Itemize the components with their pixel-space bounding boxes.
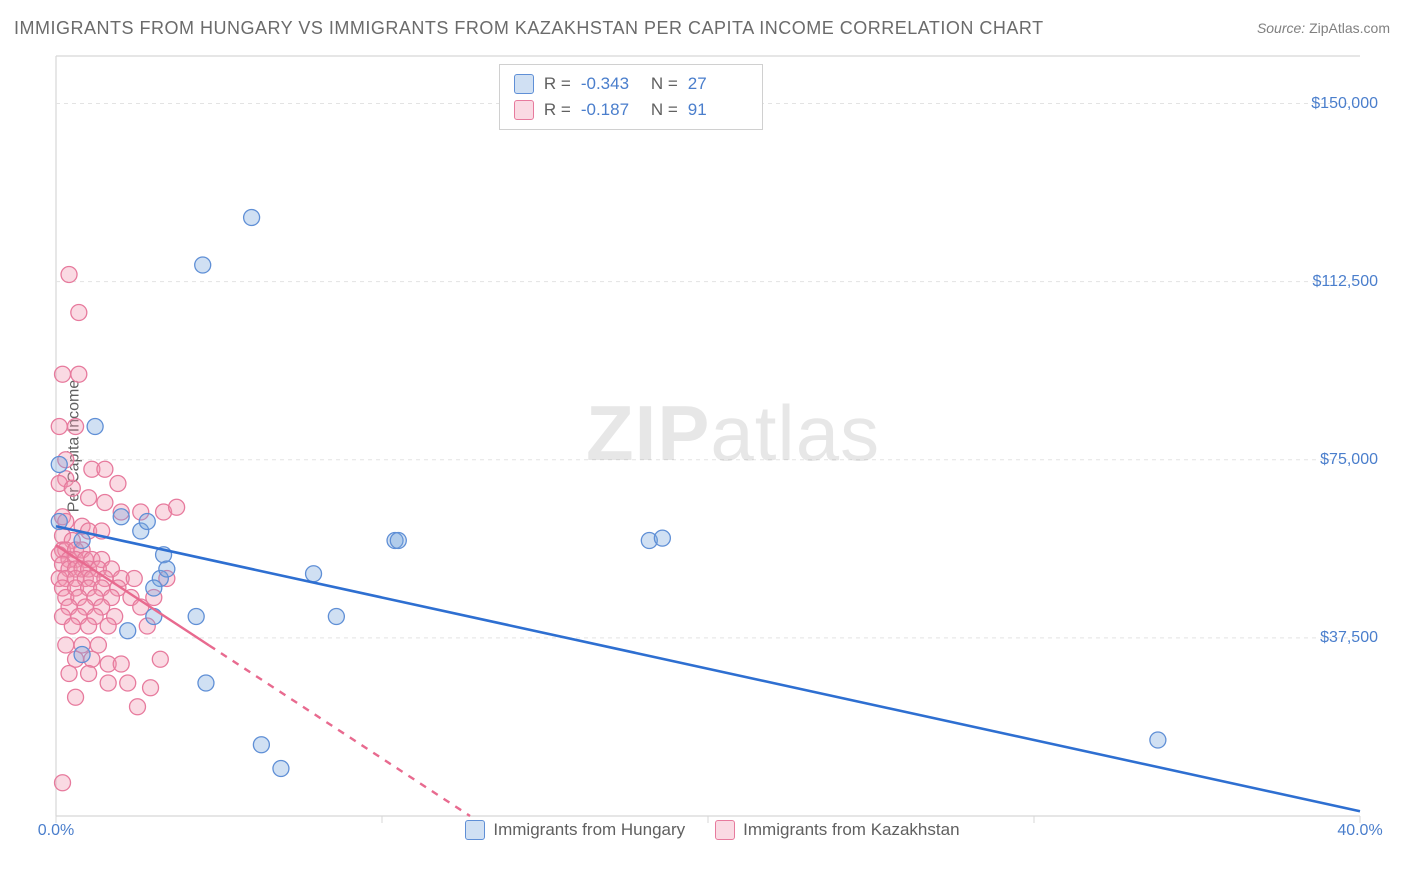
scatter-point-kazakhstan: [143, 680, 159, 696]
scatter-point-kazakhstan: [130, 699, 146, 715]
scatter-point-hungary: [654, 530, 670, 546]
scatter-point-kazakhstan: [64, 618, 80, 634]
scatter-point-hungary: [306, 566, 322, 582]
scatter-point-hungary: [74, 533, 90, 549]
scatter-point-kazakhstan: [61, 666, 77, 682]
x-tick-label: 0.0%: [38, 822, 74, 840]
scatter-point-hungary: [51, 457, 67, 473]
stat-n-label: N =: [651, 71, 678, 97]
scatter-point-kazakhstan: [71, 366, 87, 382]
scatter-point-kazakhstan: [90, 637, 106, 653]
stat-r-value: -0.187: [581, 97, 641, 123]
chart-title: IMMIGRANTS FROM HUNGARY VS IMMIGRANTS FR…: [14, 18, 1044, 39]
stat-n-value: 27: [688, 71, 748, 97]
scatter-point-kazakhstan: [68, 689, 84, 705]
stat-n-value: 91: [688, 97, 748, 123]
chart-svg: [50, 56, 1390, 846]
legend-swatch-kazakhstan: [514, 100, 534, 120]
scatter-point-kazakhstan: [55, 775, 71, 791]
scatter-point-kazakhstan: [81, 618, 97, 634]
bottom-legend-label-hungary: Immigrants from Hungary: [493, 820, 685, 840]
scatter-point-hungary: [146, 609, 162, 625]
scatter-point-hungary: [139, 514, 155, 530]
scatter-point-kazakhstan: [120, 675, 136, 691]
y-tick-label: $75,000: [1320, 451, 1378, 469]
scatter-point-kazakhstan: [81, 666, 97, 682]
scatter-point-kazakhstan: [97, 495, 113, 511]
correlation-stats-box: R = -0.343 N = 27 R = -0.187 N = 91: [499, 64, 763, 130]
stat-n-label: N =: [651, 97, 678, 123]
stats-row-kazakhstan: R = -0.187 N = 91: [514, 97, 748, 123]
scatter-point-kazakhstan: [113, 656, 129, 672]
source-attribution: Source: ZipAtlas.com: [1257, 20, 1390, 36]
scatter-point-hungary: [253, 737, 269, 753]
source-value: ZipAtlas.com: [1309, 20, 1390, 36]
scatter-point-hungary: [1150, 732, 1166, 748]
scatter-point-kazakhstan: [51, 419, 67, 435]
stat-r-value: -0.343: [581, 71, 641, 97]
scatter-point-hungary: [120, 623, 136, 639]
y-tick-label: $37,500: [1320, 629, 1378, 647]
scatter-point-kazakhstan: [152, 651, 168, 667]
stats-row-hungary: R = -0.343 N = 27: [514, 71, 748, 97]
y-tick-label: $150,000: [1311, 95, 1378, 113]
source-label: Source:: [1257, 20, 1305, 36]
scatter-point-hungary: [87, 419, 103, 435]
legend-swatch-hungary: [514, 74, 534, 94]
scatter-point-kazakhstan: [61, 267, 77, 283]
bottom-legend-label-kazakhstan: Immigrants from Kazakhstan: [743, 820, 959, 840]
bottom-legend: Immigrants from Hungary Immigrants from K…: [465, 820, 981, 840]
scatter-point-kazakhstan: [81, 490, 97, 506]
scatter-point-kazakhstan: [64, 480, 80, 496]
scatter-point-kazakhstan: [58, 637, 74, 653]
scatter-point-hungary: [113, 509, 129, 525]
chart-plot-area: ZIPatlas R =-0.343N =27R =-0.187N =91 Im…: [50, 56, 1390, 846]
scatter-point-kazakhstan: [100, 618, 116, 634]
scatter-point-kazakhstan: [71, 305, 87, 321]
x-tick-label: 40.0%: [1337, 822, 1382, 840]
scatter-point-kazakhstan: [55, 366, 71, 382]
scatter-point-hungary: [198, 675, 214, 691]
bottom-legend-swatch-kazakhstan: [715, 820, 735, 840]
y-tick-label: $112,500: [1312, 273, 1378, 291]
scatter-point-hungary: [390, 533, 406, 549]
scatter-point-hungary: [195, 257, 211, 273]
scatter-point-hungary: [328, 609, 344, 625]
scatter-point-kazakhstan: [68, 419, 84, 435]
scatter-point-hungary: [188, 609, 204, 625]
scatter-point-hungary: [74, 647, 90, 663]
trend-line-hungary: [56, 526, 1360, 811]
stat-r-label: R =: [544, 71, 571, 97]
scatter-point-kazakhstan: [97, 461, 113, 477]
scatter-point-hungary: [273, 761, 289, 777]
scatter-point-hungary: [146, 580, 162, 596]
scatter-point-kazakhstan: [126, 571, 142, 587]
bottom-legend-swatch-hungary: [465, 820, 485, 840]
scatter-point-hungary: [244, 210, 260, 226]
scatter-point-kazakhstan: [110, 476, 126, 492]
scatter-point-hungary: [159, 561, 175, 577]
scatter-point-kazakhstan: [100, 675, 116, 691]
scatter-point-kazakhstan: [169, 499, 185, 515]
stat-r-label: R =: [544, 97, 571, 123]
trend-line-kazakhstan-dashed: [209, 645, 470, 816]
